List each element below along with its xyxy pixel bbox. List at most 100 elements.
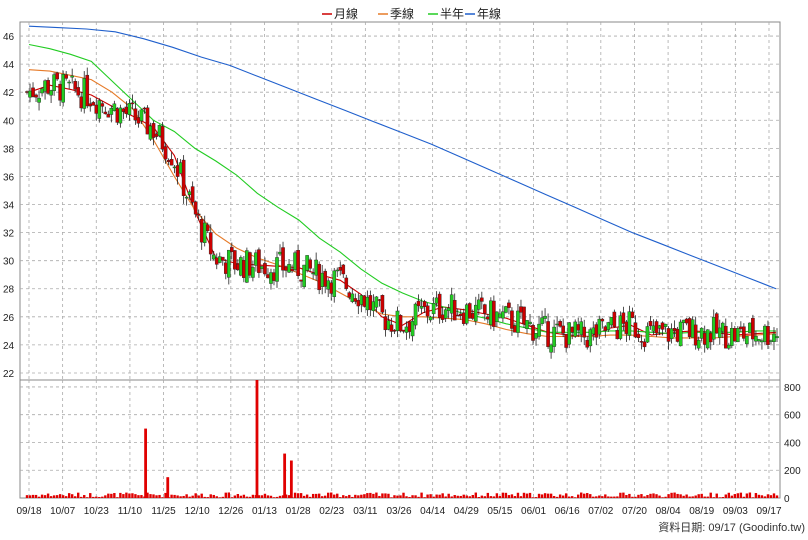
candle-body bbox=[615, 330, 620, 340]
candle-body bbox=[136, 117, 141, 124]
volume-bar bbox=[227, 492, 231, 498]
volume-bar bbox=[607, 496, 610, 498]
volume-bar bbox=[691, 496, 694, 498]
volume-bar bbox=[712, 497, 715, 498]
volume-bar bbox=[414, 495, 417, 498]
candle-body bbox=[702, 332, 707, 345]
volume-bar bbox=[703, 496, 706, 498]
volume-bar bbox=[224, 492, 227, 498]
volume-bar bbox=[760, 495, 764, 498]
volume-bar bbox=[558, 494, 562, 498]
volume-bar bbox=[471, 494, 474, 498]
candle-body bbox=[534, 333, 538, 339]
candle-body bbox=[489, 300, 493, 325]
volume-bar bbox=[501, 492, 505, 498]
candle-body bbox=[290, 268, 294, 272]
volume-bar bbox=[628, 493, 631, 498]
candle-body bbox=[251, 267, 255, 278]
candle-body bbox=[582, 326, 587, 338]
candle-body bbox=[561, 325, 565, 334]
volume-bar bbox=[170, 494, 173, 498]
candle-body bbox=[630, 311, 635, 318]
volume-bar bbox=[772, 493, 776, 498]
volume-bar bbox=[55, 495, 59, 498]
candle-body bbox=[380, 295, 385, 313]
volume-bar bbox=[775, 495, 779, 498]
volume-bar bbox=[661, 497, 664, 498]
candle-body bbox=[666, 328, 671, 342]
candle-body bbox=[446, 307, 451, 311]
price-tick-label: 34 bbox=[3, 201, 15, 212]
volume-bar bbox=[149, 494, 152, 498]
volume-bar bbox=[287, 495, 291, 498]
volume-bar bbox=[191, 495, 194, 498]
volume-bar bbox=[323, 495, 327, 498]
volume-bar bbox=[730, 495, 734, 498]
candle-body bbox=[621, 312, 626, 324]
volume-bar bbox=[28, 495, 32, 498]
candle-body bbox=[314, 259, 318, 276]
candle-body bbox=[669, 328, 674, 339]
volume-bar bbox=[305, 494, 309, 498]
candle-body bbox=[663, 323, 668, 327]
volume-bar bbox=[31, 494, 35, 498]
candle-body bbox=[431, 303, 436, 315]
candle-body bbox=[208, 232, 213, 255]
volume-bar bbox=[745, 493, 749, 498]
candle-body bbox=[585, 339, 590, 348]
date-tick-label: 02/23 bbox=[319, 506, 344, 517]
volume-bar bbox=[721, 497, 724, 498]
candle-body bbox=[407, 321, 412, 332]
candle-body bbox=[684, 318, 689, 324]
volume-bar bbox=[429, 494, 432, 498]
candle-body bbox=[257, 249, 261, 273]
volume-bar bbox=[631, 496, 634, 498]
candle-body bbox=[742, 326, 746, 339]
volume-bar bbox=[89, 493, 92, 498]
date-tick-label: 12/26 bbox=[218, 506, 243, 517]
date-tick-label: 12/10 bbox=[185, 506, 210, 517]
candle-body bbox=[404, 326, 409, 333]
volume-bar bbox=[390, 497, 393, 498]
volume-bar bbox=[52, 495, 56, 498]
volume-bar bbox=[354, 494, 357, 498]
volume-bar bbox=[327, 492, 330, 498]
volume-bar bbox=[396, 495, 399, 498]
candle-body bbox=[480, 297, 484, 302]
volume-bar bbox=[152, 494, 155, 498]
candle-body bbox=[236, 263, 240, 271]
volume-tick-label: 0 bbox=[784, 494, 790, 505]
candle-body bbox=[341, 264, 346, 275]
volume-bar bbox=[83, 495, 86, 498]
candle-body bbox=[199, 219, 204, 243]
volume-bar bbox=[465, 495, 468, 498]
candle-body bbox=[308, 259, 312, 269]
volume-bar bbox=[384, 493, 387, 498]
volume-bar bbox=[634, 496, 637, 498]
candle-body bbox=[455, 314, 460, 317]
candle-body bbox=[344, 277, 349, 289]
candle-body bbox=[49, 90, 53, 96]
candle-body bbox=[359, 295, 364, 305]
volume-bar bbox=[61, 495, 65, 498]
candle-body bbox=[302, 264, 306, 288]
candle-body bbox=[25, 91, 29, 93]
candle-body bbox=[555, 323, 559, 326]
candle-body bbox=[389, 324, 394, 332]
candle-body bbox=[112, 103, 117, 112]
volume-bar bbox=[281, 495, 285, 498]
volume-bar bbox=[685, 494, 688, 498]
volume-bar bbox=[104, 495, 107, 498]
volume-bar bbox=[667, 494, 670, 498]
volume-bar bbox=[450, 496, 453, 498]
candle-body bbox=[678, 321, 683, 347]
volume-bar bbox=[483, 496, 487, 498]
candle-body bbox=[37, 97, 41, 103]
candle-body bbox=[690, 319, 695, 338]
volume-bar bbox=[643, 496, 646, 498]
candle-body bbox=[320, 272, 324, 287]
candle-body bbox=[654, 321, 659, 334]
volume-bar bbox=[516, 492, 520, 498]
candle-body bbox=[130, 102, 135, 105]
volume-bar bbox=[176, 495, 179, 498]
